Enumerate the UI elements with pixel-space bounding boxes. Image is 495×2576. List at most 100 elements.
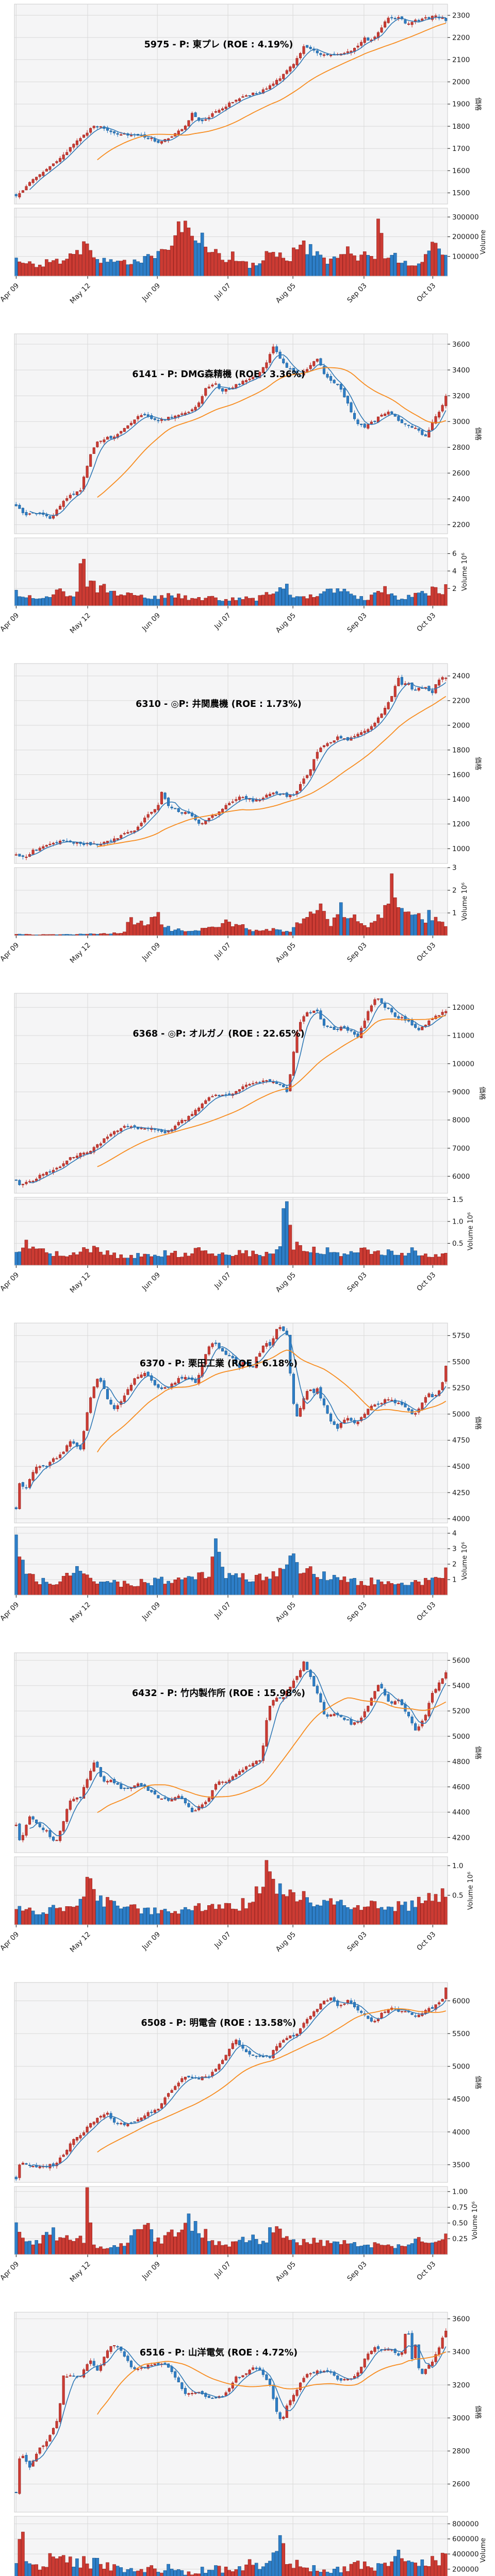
candle-body (106, 2350, 109, 2358)
volume-bar (342, 1577, 346, 1596)
svg-text:3: 3 (452, 1545, 457, 1553)
svg-text:Aug 05: Aug 05 (274, 941, 298, 964)
volume-bar (339, 1580, 343, 1596)
candle-body (431, 2362, 434, 2366)
candle-body (52, 2428, 55, 2434)
volume-bar (136, 1253, 140, 1266)
candle-body (218, 1095, 221, 1097)
volume-bar (410, 2562, 414, 2576)
candle-body (69, 147, 72, 152)
volume-bar (85, 1574, 89, 1596)
candle-body (373, 1691, 376, 1699)
volume-bar (325, 919, 329, 936)
volume-bar (248, 267, 252, 277)
volume-bar (275, 1576, 278, 1596)
volume-bar (55, 1251, 59, 1266)
volume-bar (383, 1255, 387, 1266)
svg-text:200000: 200000 (452, 233, 479, 241)
stock-chart-section: 6000 7000 8000 9000 10000 11000 12000 0.5 1.0 1.5… (0, 989, 495, 1319)
volume-bar (346, 246, 350, 277)
candle-body (224, 1782, 227, 1783)
svg-text:5200: 5200 (452, 1707, 470, 1716)
svg-text:2: 2 (452, 887, 457, 895)
volume-bar (156, 251, 160, 277)
volume-bar (221, 923, 224, 936)
candle-body (265, 362, 268, 368)
candle-body (387, 702, 390, 709)
volume-bar (214, 927, 218, 936)
volume-bar (55, 259, 59, 277)
candle-body (184, 1377, 187, 1380)
candle-body (380, 1403, 383, 1404)
candle-body (363, 423, 366, 428)
volume-bar (431, 1257, 434, 1266)
candle-body (187, 1803, 190, 1807)
candle-body (163, 792, 167, 799)
volume-bar (440, 922, 444, 936)
candle-body (45, 514, 48, 516)
volume-bar (38, 1248, 42, 1266)
volume-bar (312, 2238, 316, 2255)
svg-text:3200: 3200 (452, 392, 470, 400)
volume-bar (322, 2246, 326, 2255)
candle-body (360, 423, 363, 425)
candle-body (285, 363, 288, 368)
candle-body (21, 2163, 24, 2165)
candle-body (99, 844, 102, 845)
price-axis-label: 価格 (474, 2076, 482, 2089)
candle-body (370, 2350, 373, 2354)
svg-text:Sep 03: Sep 03 (345, 612, 368, 634)
candle-body (421, 430, 424, 435)
volume-bar (322, 2569, 326, 2576)
volume-bar (72, 1907, 76, 1925)
candle-body (113, 2117, 116, 2123)
candle-body (116, 838, 119, 840)
candle-body (207, 2396, 210, 2398)
candle-body (55, 1167, 58, 1170)
candle-body (204, 388, 207, 396)
volume-bar (31, 1574, 35, 1596)
svg-text:Jun 09: Jun 09 (140, 1930, 162, 1952)
svg-text:3500: 3500 (452, 2161, 470, 2169)
svg-text:1.0: 1.0 (452, 1218, 463, 1226)
volume-bar (271, 1571, 275, 1596)
volume-bar (400, 1905, 404, 1925)
candle-body (157, 1384, 160, 1388)
candle-body (255, 93, 258, 94)
volume-bar (288, 595, 292, 606)
svg-text:Apr 09: Apr 09 (0, 1930, 21, 1953)
volume-bar (95, 2248, 100, 2255)
volume-bar (427, 250, 431, 277)
volume-bar (82, 2243, 86, 2255)
volume-bar (329, 1252, 333, 1266)
svg-text:5600: 5600 (452, 1656, 470, 1665)
volume-bar (221, 2572, 224, 2576)
svg-text:300000: 300000 (452, 213, 479, 222)
volume-bar (251, 1250, 255, 1266)
candle-body (204, 1354, 207, 1365)
volume-bar (427, 2566, 431, 2576)
candle-body (346, 396, 349, 404)
volume-bar (417, 1896, 421, 1925)
volume-bar (45, 2567, 48, 2576)
volume-bar (52, 260, 55, 277)
candle-body (353, 1722, 356, 1725)
volume-bar (116, 1581, 120, 1596)
candle-body (393, 1012, 397, 1017)
volume-bar (434, 587, 438, 606)
volume-bar (143, 1253, 146, 1266)
volume-bar (386, 258, 390, 277)
candle-body (204, 1802, 207, 1804)
candle-body (228, 103, 231, 107)
candle-body (252, 1763, 255, 1767)
volume-bar (437, 2565, 441, 2576)
candle-body (292, 2395, 295, 2402)
candle-body (434, 416, 437, 424)
volume-bar (95, 259, 100, 277)
candle-body (438, 1391, 441, 1396)
candle-body (184, 812, 187, 814)
volume-bar (133, 259, 137, 277)
volume-bar (362, 925, 367, 936)
volume-bar (380, 1581, 384, 1596)
